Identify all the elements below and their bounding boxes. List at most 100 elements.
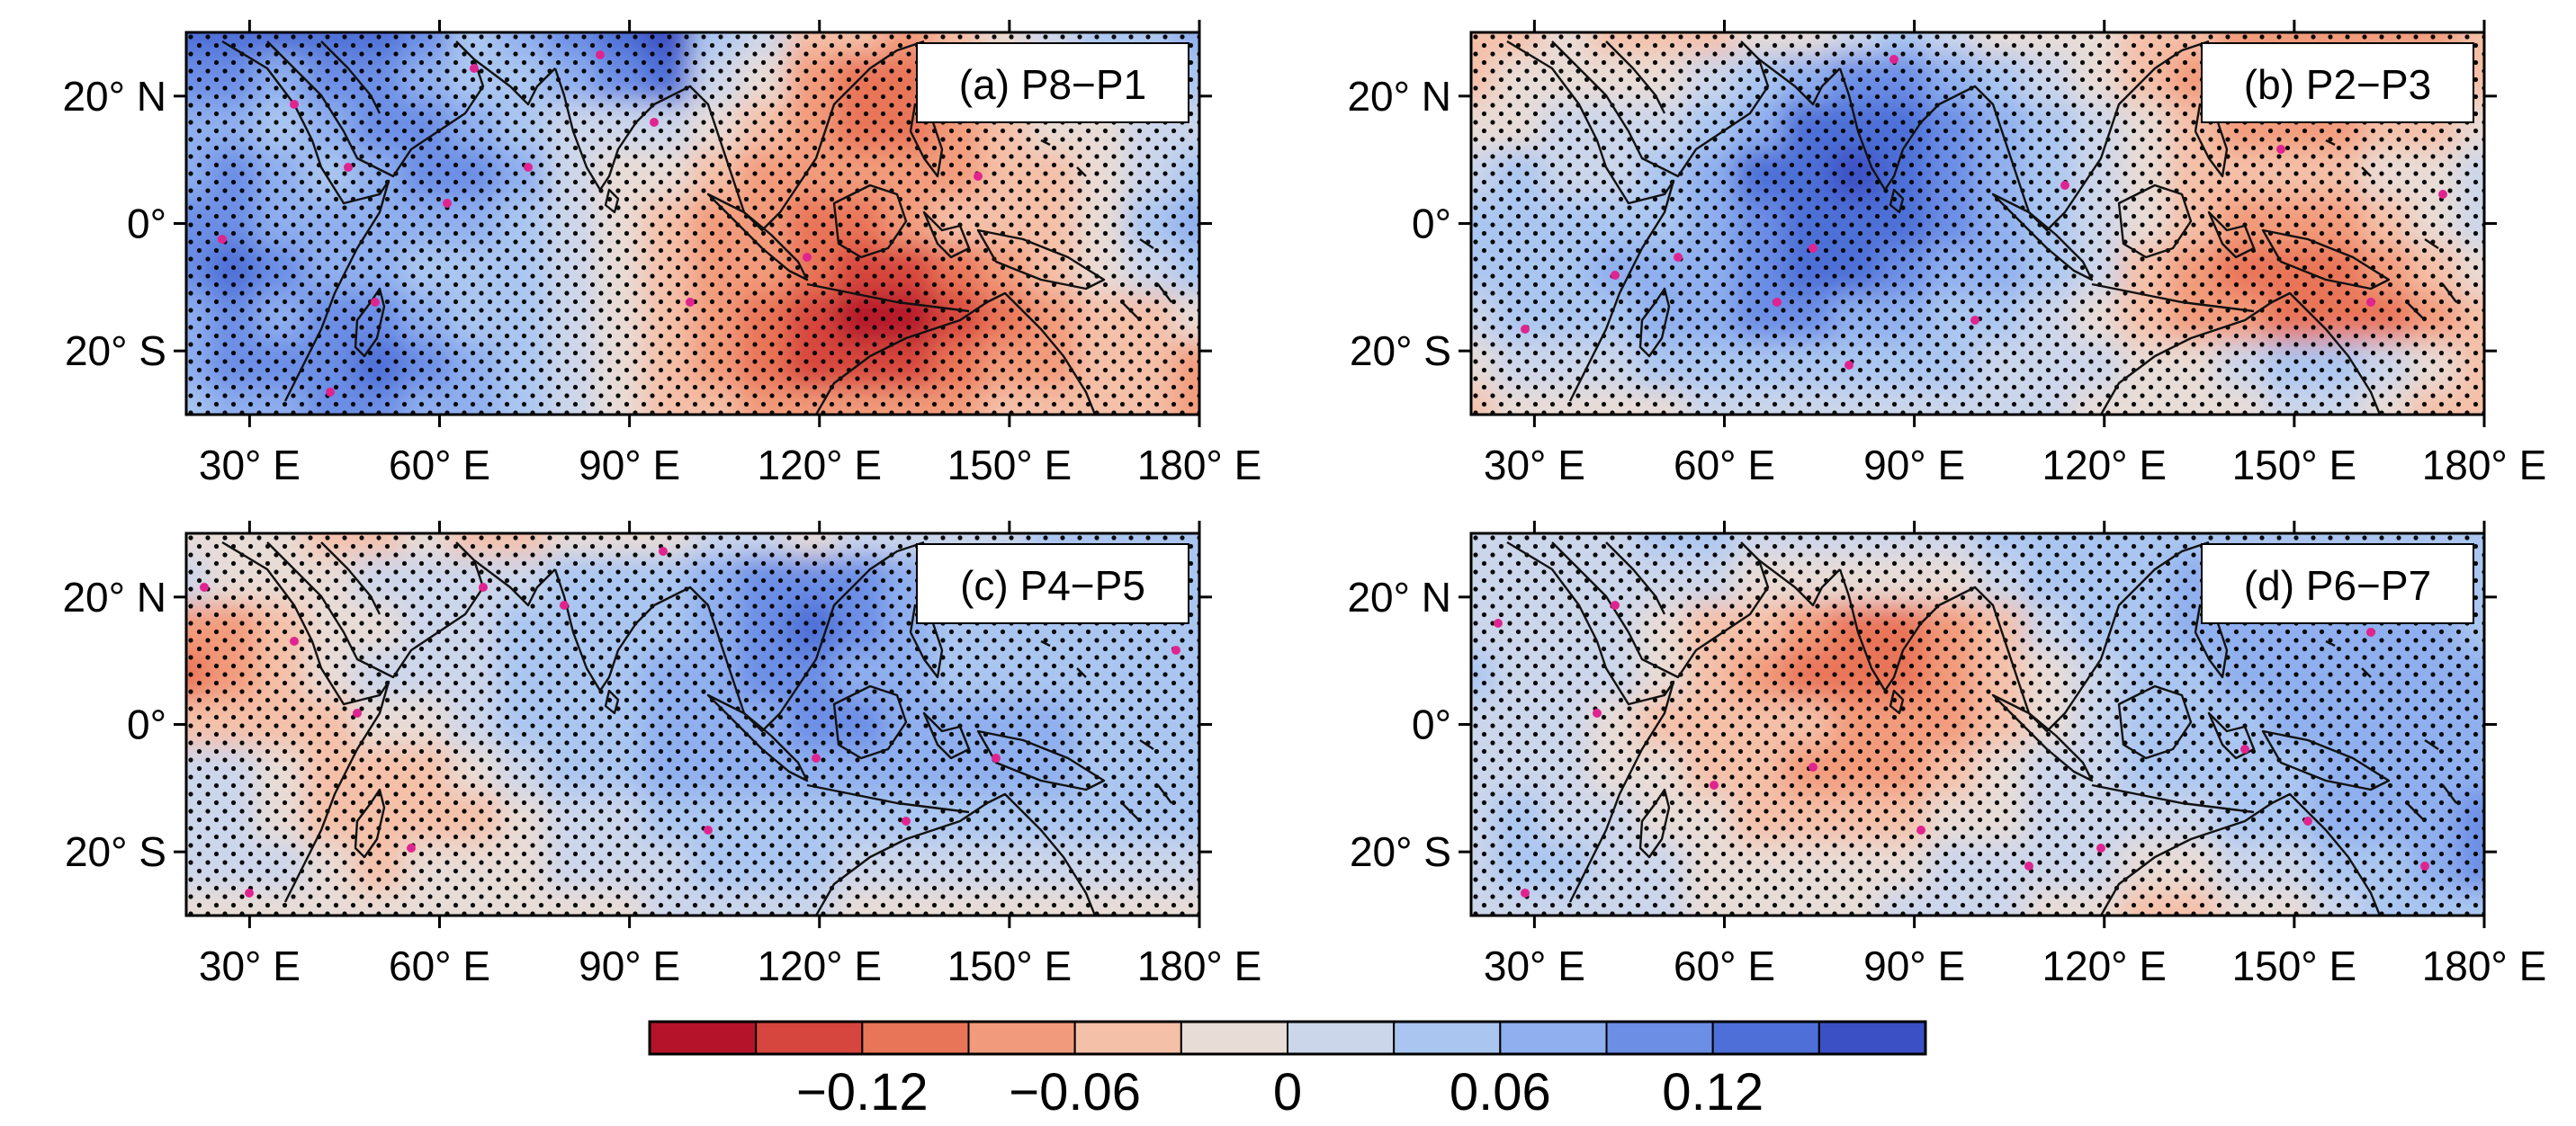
lon-tick-label: 60° E bbox=[1674, 442, 1775, 488]
highlight-dot bbox=[812, 754, 821, 763]
colorbar-label: 0.12 bbox=[1662, 1063, 1764, 1122]
highlight-dot bbox=[803, 253, 812, 262]
highlight-dot bbox=[245, 889, 254, 898]
colorbar-swatch bbox=[1711, 1021, 1820, 1055]
highlight-dot bbox=[2303, 817, 2312, 826]
lon-tick-label: 30° E bbox=[199, 943, 301, 989]
highlight-dot bbox=[353, 709, 362, 718]
panel-label-box bbox=[916, 543, 1189, 624]
highlight-dot bbox=[326, 388, 335, 397]
highlight-dot bbox=[1593, 709, 1602, 718]
lon-tick-label: 150° E bbox=[2232, 943, 2357, 989]
lon-tick-label: 30° E bbox=[199, 442, 301, 488]
lon-tick-label: 90° E bbox=[579, 442, 680, 488]
map-panel-a: 20° N 0° 20° S 30° E 60° E 90° E 120° E 150° E 1… bbox=[62, 20, 1262, 488]
highlight-dot bbox=[200, 583, 209, 592]
lon-tick-label: 180° E bbox=[2422, 442, 2547, 488]
highlight-dot bbox=[344, 163, 353, 172]
lat-tick-label: 20° N bbox=[62, 73, 166, 120]
highlight-dot bbox=[1611, 601, 1620, 610]
lat-tick-label: 0° bbox=[127, 702, 166, 748]
panel-label-c: (c) P4−P5 bbox=[960, 562, 1145, 609]
highlight-dot bbox=[1916, 826, 1925, 835]
highlight-dot bbox=[2366, 628, 2375, 637]
highlight-dot bbox=[2420, 862, 2429, 871]
highlight-dot bbox=[1171, 646, 1180, 655]
lon-tick-label: 150° E bbox=[2232, 442, 2357, 488]
highlight-dot bbox=[1521, 889, 1530, 898]
lon-tick-label: 180° E bbox=[2422, 943, 2547, 989]
lat-tick-label: 20° N bbox=[1347, 73, 1451, 120]
highlight-dot bbox=[407, 844, 416, 853]
highlight-dot bbox=[596, 50, 605, 59]
panel-label-box bbox=[916, 42, 1189, 123]
highlight-dot bbox=[1844, 361, 1853, 370]
lon-tick-label: 120° E bbox=[2042, 943, 2167, 989]
lon-tick-label: 60° E bbox=[389, 943, 490, 989]
lon-tick-label: 120° E bbox=[2042, 442, 2167, 488]
lon-tick-label: 120° E bbox=[757, 943, 882, 989]
lat-tick-label: 0° bbox=[127, 201, 166, 247]
panel-label-d: (d) P6−P7 bbox=[2244, 562, 2431, 609]
highlight-dot bbox=[2438, 190, 2447, 199]
highlight-dot bbox=[2240, 745, 2249, 754]
lat-tick-label: 20° S bbox=[1350, 327, 1451, 374]
panel-label-a: (a) P8−P1 bbox=[959, 61, 1146, 108]
lon-tick-label: 60° E bbox=[389, 442, 490, 488]
highlight-dot bbox=[290, 100, 299, 109]
map-panel-c: 20° N 0° 20° S 30° E 60° E 90° E 120° E 150° E 1… bbox=[62, 521, 1262, 989]
highlight-dot bbox=[2024, 862, 2033, 871]
highlight-dot bbox=[218, 235, 227, 244]
lon-tick-label: 30° E bbox=[1484, 442, 1585, 488]
highlight-dot bbox=[290, 637, 299, 646]
colorbar-label: 0.06 bbox=[1450, 1063, 1551, 1122]
highlight-dot bbox=[1809, 244, 1818, 253]
highlight-dot bbox=[992, 754, 1001, 763]
panel-label-b: (b) P2−P3 bbox=[2244, 61, 2431, 108]
highlight-dot bbox=[1674, 253, 1683, 262]
colorbar-swatch bbox=[649, 1021, 758, 1055]
highlight-dot bbox=[1494, 619, 1503, 628]
highlight-dot bbox=[1889, 55, 1898, 64]
highlight-dot bbox=[659, 547, 668, 556]
panels-layer: 20° N 0° 20° S 30° E 60° E 90° E 120° E 150° E 1… bbox=[62, 20, 2547, 989]
lon-tick-label: 60° E bbox=[1674, 943, 1775, 989]
highlight-dot bbox=[371, 298, 380, 307]
lat-tick-label: 20° N bbox=[62, 574, 166, 621]
map-panel-b: 20° N 0° 20° S 30° E 60° E 90° E 120° E 150° E 1… bbox=[1347, 20, 2547, 488]
colorbar: −0.12 −0.06 0 0.06 0.12 bbox=[648, 1020, 1927, 1122]
highlight-dot bbox=[443, 199, 452, 208]
lon-tick-label: 120° E bbox=[757, 442, 882, 488]
lon-tick-label: 180° E bbox=[1137, 943, 1262, 989]
lon-tick-label: 180° E bbox=[1137, 442, 1262, 488]
colorbar-label: −0.06 bbox=[1009, 1063, 1141, 1122]
colorbar-swatch bbox=[1073, 1021, 1182, 1055]
colorbar-swatch bbox=[1499, 1021, 1608, 1055]
lat-tick-label: 20° S bbox=[65, 327, 166, 374]
highlight-dot bbox=[686, 298, 695, 307]
colorbar-swatch bbox=[1605, 1021, 1714, 1055]
highlight-dot bbox=[479, 583, 488, 592]
highlight-dot bbox=[2060, 181, 2069, 190]
colorbar-swatch bbox=[967, 1021, 1076, 1055]
map-panel-d: 20° N 0° 20° S 30° E 60° E 90° E 120° E 150° E 1… bbox=[1347, 521, 2547, 989]
lat-tick-label: 20° N bbox=[1347, 574, 1451, 621]
colorbar-swatch bbox=[861, 1021, 970, 1055]
colorbar-swatch bbox=[755, 1021, 864, 1055]
lon-tick-label: 90° E bbox=[1863, 943, 1965, 989]
highlight-dot bbox=[974, 172, 983, 181]
colorbar-swatch bbox=[1180, 1021, 1289, 1055]
panel-label-box bbox=[2201, 42, 2474, 123]
highlight-dot bbox=[1521, 325, 1530, 334]
lon-tick-label: 90° E bbox=[579, 943, 680, 989]
highlight-dot bbox=[1809, 763, 1818, 772]
colorbar-swatch bbox=[1287, 1021, 1396, 1055]
highlight-dot bbox=[2366, 298, 2375, 307]
highlight-dot bbox=[902, 817, 911, 826]
lat-tick-label: 20° S bbox=[1350, 828, 1451, 875]
panel-label-box bbox=[2201, 543, 2474, 624]
highlight-dot bbox=[704, 826, 713, 835]
lat-tick-label: 0° bbox=[1412, 702, 1451, 748]
highlight-dot bbox=[470, 64, 479, 73]
lat-tick-label: 0° bbox=[1412, 201, 1451, 247]
